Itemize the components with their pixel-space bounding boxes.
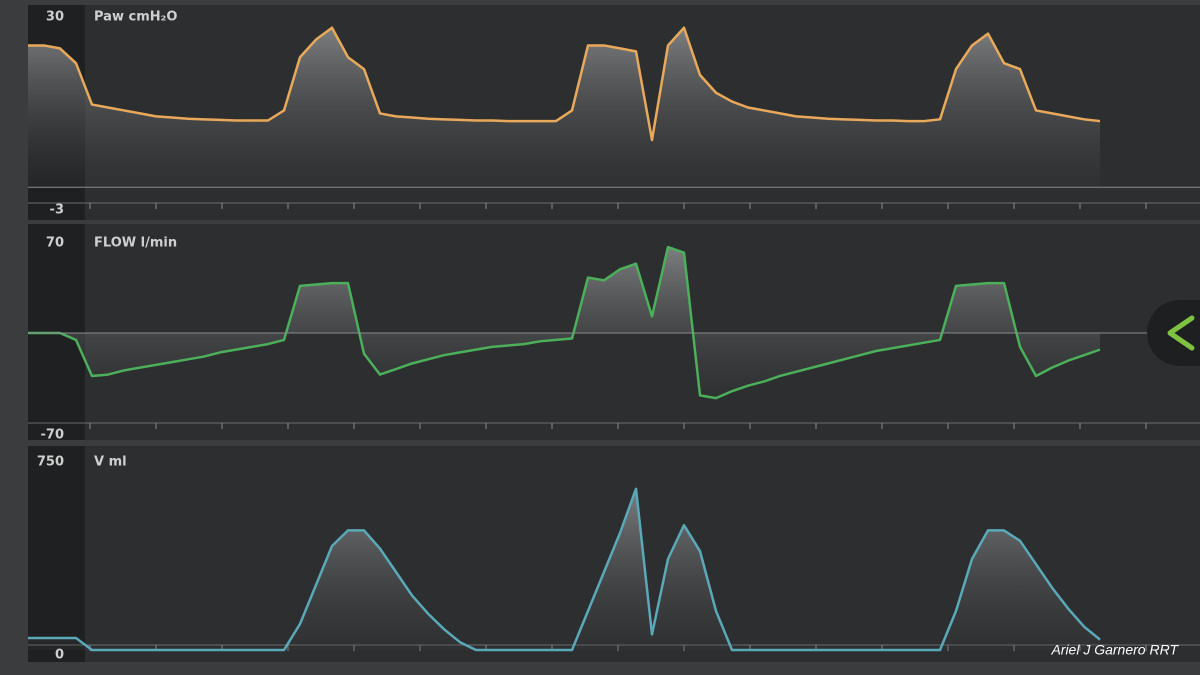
channel-title: FLOW l/min bbox=[94, 236, 177, 251]
y-tick-label: 30 bbox=[46, 10, 64, 25]
area-fill bbox=[28, 247, 1100, 399]
waveform bbox=[28, 26, 1101, 142]
waveform bbox=[28, 487, 1101, 652]
y-tick-label: -3 bbox=[50, 203, 64, 218]
panels: -3 30 Paw cmH₂O -70 70 FLOW l/min 0 750 V ml bbox=[28, 5, 1200, 663]
y-tick-label: 70 bbox=[46, 236, 64, 251]
label-strip bbox=[28, 446, 85, 662]
channel-title: V ml bbox=[94, 455, 127, 470]
y-tick-label: 0 bbox=[55, 648, 64, 663]
area-fill bbox=[28, 27, 1100, 188]
collapse-button[interactable] bbox=[1147, 300, 1200, 366]
area-fill bbox=[28, 488, 1100, 650]
watermark: Ariel J Garnero RRT bbox=[1050, 642, 1179, 658]
y-tick-label: 750 bbox=[37, 455, 64, 470]
channel-title: Paw cmH₂O bbox=[94, 10, 177, 25]
y-tick-label: -70 bbox=[41, 428, 65, 443]
waveform bbox=[28, 245, 1101, 400]
